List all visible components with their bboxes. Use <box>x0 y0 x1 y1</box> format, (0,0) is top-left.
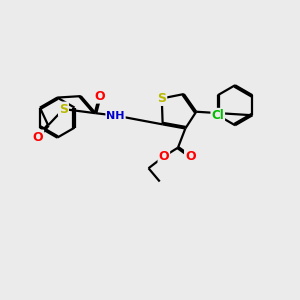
Text: S: S <box>59 103 68 116</box>
Text: S: S <box>157 92 166 105</box>
Text: O: O <box>94 90 105 103</box>
Text: O: O <box>158 150 169 163</box>
Text: O: O <box>185 150 196 163</box>
Text: O: O <box>32 130 43 143</box>
Text: Cl: Cl <box>212 109 224 122</box>
Text: NH: NH <box>106 110 125 121</box>
